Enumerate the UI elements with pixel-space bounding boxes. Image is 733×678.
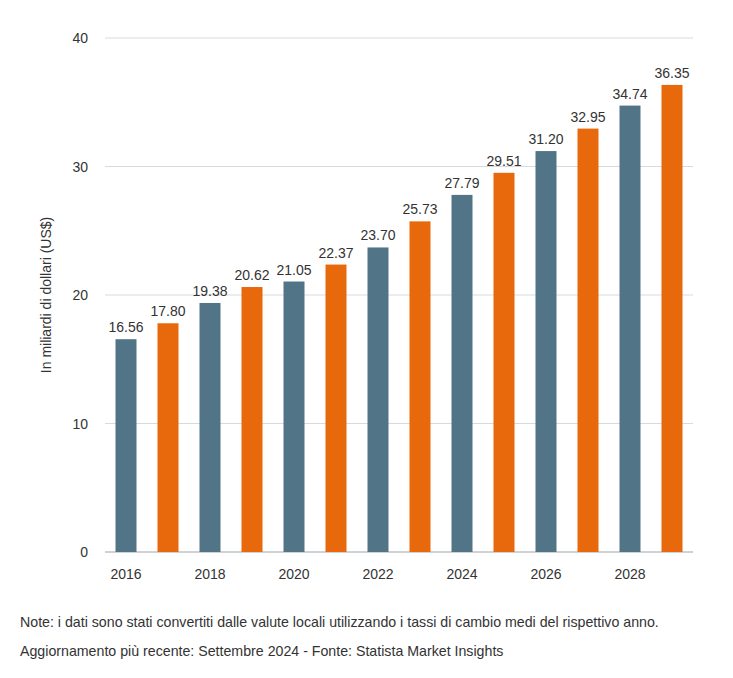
data-label: 36.35 bbox=[654, 65, 689, 81]
notes: Note: i dati sono stati convertiti dalle… bbox=[20, 614, 659, 659]
y-tick-label: 30 bbox=[72, 159, 88, 175]
data-label: 32.95 bbox=[570, 109, 605, 125]
data-label: 34.74 bbox=[612, 86, 647, 102]
data-label: 20.62 bbox=[234, 267, 269, 283]
data-label: 17.80 bbox=[150, 303, 185, 319]
bar bbox=[326, 265, 347, 552]
grid-line bbox=[105, 38, 693, 39]
grid bbox=[105, 38, 693, 552]
y-tick-label: 10 bbox=[72, 416, 88, 432]
y-tick-label: 0 bbox=[80, 544, 88, 560]
y-tick-label: 20 bbox=[72, 287, 88, 303]
data-label: 22.37 bbox=[318, 245, 353, 261]
y-axis: 0 10 20 30 40 bbox=[72, 30, 88, 560]
grid-line bbox=[105, 552, 693, 553]
data-label: 16.56 bbox=[108, 319, 143, 335]
grid-line bbox=[105, 166, 693, 167]
bar bbox=[452, 195, 473, 552]
bar bbox=[410, 221, 431, 552]
x-tick-label: 2022 bbox=[362, 566, 393, 582]
bar bbox=[368, 247, 389, 552]
data-label: 19.38 bbox=[192, 283, 227, 299]
bar bbox=[116, 339, 137, 552]
x-tick-label: 2024 bbox=[446, 566, 477, 582]
x-tick-label: 2020 bbox=[278, 566, 309, 582]
data-label: 23.70 bbox=[360, 227, 395, 243]
data-label: 25.73 bbox=[402, 201, 437, 217]
bar bbox=[284, 282, 305, 552]
y-tick-label: 40 bbox=[72, 30, 88, 46]
bar bbox=[158, 323, 179, 552]
bar bbox=[662, 85, 683, 552]
x-tick-label: 2026 bbox=[530, 566, 561, 582]
data-label: 21.05 bbox=[276, 262, 311, 278]
chart: 0 10 20 30 40 In miliardi di dollari (US$) 16.… bbox=[0, 0, 733, 678]
bar bbox=[200, 303, 221, 552]
x-tick-label: 2028 bbox=[614, 566, 645, 582]
bar bbox=[242, 287, 263, 552]
data-labels: 16.56 17.80 19.38 20.62 21.05 22.37 23.70 25.73… bbox=[108, 65, 689, 335]
x-axis: 2016 2018 2020 2022 2024 2026 2028 bbox=[110, 566, 645, 582]
data-label: 31.20 bbox=[528, 131, 563, 147]
note: Aggiornamento più recente: Settembre 202… bbox=[20, 643, 503, 659]
data-label: 27.79 bbox=[444, 175, 479, 191]
data-label: 29.51 bbox=[486, 153, 521, 169]
bar bbox=[620, 106, 641, 552]
bars bbox=[116, 85, 683, 552]
x-tick-label: 2018 bbox=[194, 566, 225, 582]
x-tick-label: 2016 bbox=[110, 566, 141, 582]
grid-line bbox=[105, 423, 693, 424]
bar bbox=[578, 129, 599, 552]
bar bbox=[494, 173, 515, 552]
note: Note: i dati sono stati convertiti dalle… bbox=[20, 614, 659, 630]
y-axis-label: In miliardi di dollari (US$) bbox=[38, 217, 54, 373]
bar bbox=[536, 151, 557, 552]
